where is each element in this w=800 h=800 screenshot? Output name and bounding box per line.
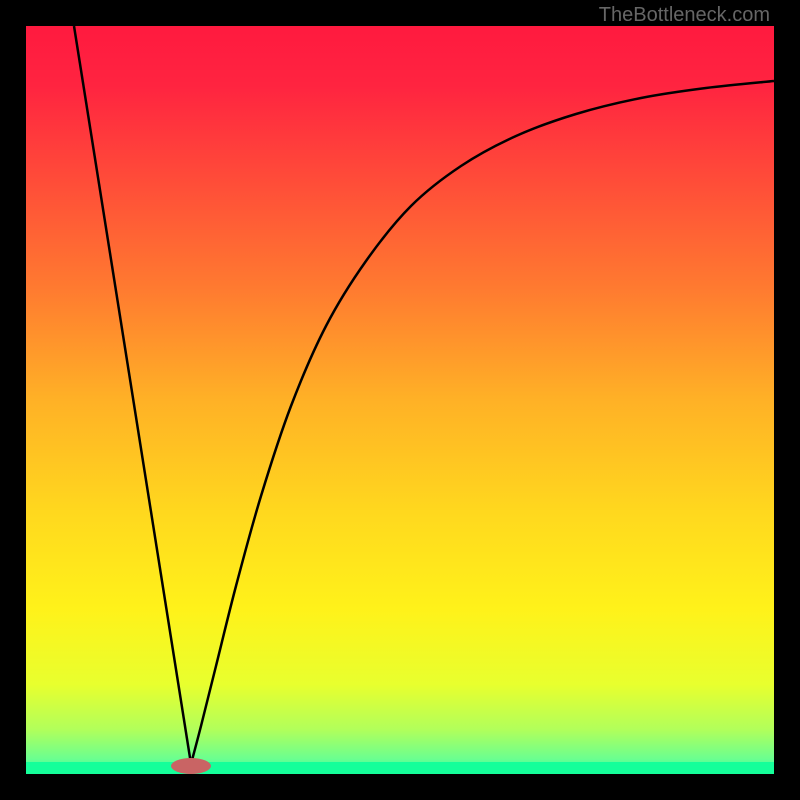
bottleneck-marker <box>171 758 211 774</box>
green-band <box>26 762 774 774</box>
chart-svg <box>0 0 800 800</box>
bottleneck-chart: TheBottleneck.com <box>0 0 800 800</box>
plot-background <box>26 26 774 774</box>
attribution-text: TheBottleneck.com <box>599 4 770 27</box>
